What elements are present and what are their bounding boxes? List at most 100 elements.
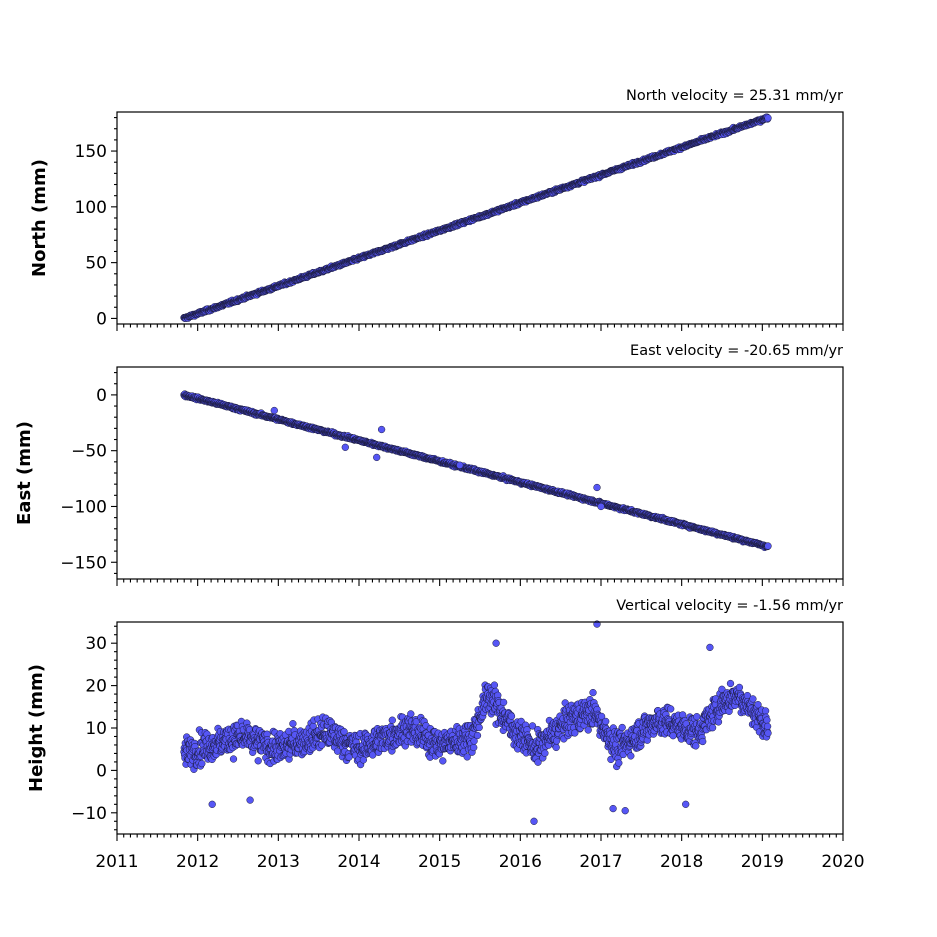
height-data-point bbox=[714, 718, 723, 726]
north-panel: North velocity = 25.31 mm/yr North (mm) … bbox=[29, 88, 844, 331]
east-outlier-point bbox=[593, 483, 601, 492]
height-data-point bbox=[589, 688, 597, 697]
north-data-point bbox=[764, 114, 772, 122]
height-ytick-label: 0 bbox=[96, 761, 107, 781]
north-frame bbox=[116, 111, 844, 325]
height-outlier-point bbox=[492, 639, 500, 647]
height-panel: Vertical velocity = -1.56 mm/yr Height (… bbox=[26, 598, 865, 872]
xtick-label: 2012 bbox=[176, 852, 219, 872]
height-data-point bbox=[470, 743, 478, 752]
north-xticks bbox=[116, 324, 844, 331]
height-xticks bbox=[116, 834, 844, 841]
north-title: North velocity = 25.31 mm/yr bbox=[626, 88, 843, 104]
east-outlier-point bbox=[456, 461, 464, 469]
north-yticks: 0 50 100 150 bbox=[75, 117, 117, 329]
north-ytick-label: 50 bbox=[85, 254, 107, 274]
xtick-label: 2015 bbox=[418, 852, 461, 872]
height-data-point bbox=[289, 720, 297, 728]
east-ytick-label: 0 bbox=[96, 386, 107, 406]
height-points bbox=[180, 620, 772, 825]
height-data-point bbox=[763, 716, 771, 724]
height-data-point bbox=[584, 726, 592, 734]
height-data-point bbox=[693, 713, 701, 721]
xtick-label: 2011 bbox=[95, 852, 138, 872]
north-points bbox=[180, 113, 772, 322]
height-data-point bbox=[473, 731, 482, 740]
height-data-point bbox=[340, 728, 348, 736]
xtick-label: 2014 bbox=[337, 852, 380, 872]
height-xticklabels: 2011 2012 2013 2014 2015 2016 2017 2018 2019 2020 bbox=[95, 852, 864, 872]
height-data-point bbox=[345, 753, 353, 761]
height-data-point bbox=[552, 743, 560, 752]
height-data-point bbox=[692, 742, 700, 750]
height-outlier-point bbox=[208, 800, 216, 808]
xtick-label: 2013 bbox=[257, 852, 300, 872]
height-ytick-label: −10 bbox=[71, 804, 107, 824]
height-data-point bbox=[198, 759, 206, 768]
height-data-point bbox=[618, 723, 626, 732]
height-ytick-label: 20 bbox=[85, 677, 107, 697]
height-data-point bbox=[318, 741, 326, 749]
east-outlier-point bbox=[377, 425, 386, 434]
height-outlier-point bbox=[530, 817, 538, 825]
height-data-point bbox=[749, 695, 757, 703]
height-outlier-point bbox=[706, 643, 714, 652]
east-outlier-point bbox=[270, 406, 278, 415]
height-data-point bbox=[475, 723, 483, 732]
height-data-point bbox=[708, 724, 717, 732]
xtick-label: 2018 bbox=[660, 852, 703, 872]
east-xticks bbox=[116, 579, 844, 586]
height-outlier-point bbox=[609, 804, 617, 813]
height-ylabel: Height (mm) bbox=[26, 664, 47, 792]
height-outlier-point bbox=[621, 807, 629, 815]
height-data-point bbox=[407, 710, 415, 718]
east-data-point bbox=[764, 542, 772, 550]
height-data-point bbox=[388, 716, 396, 724]
height-data-point bbox=[735, 683, 744, 692]
north-ytick-label: 0 bbox=[96, 309, 107, 329]
east-outlier-point bbox=[341, 443, 349, 451]
east-panel: East velocity = -20.65 mm/yr East (mm) −… bbox=[14, 343, 844, 586]
height-yticks: −10 0 10 20 30 bbox=[71, 625, 117, 831]
height-ytick-label: 30 bbox=[85, 634, 107, 654]
north-ytick-label: 100 bbox=[75, 198, 107, 218]
height-ytick-label: 10 bbox=[85, 719, 107, 739]
height-data-point bbox=[602, 717, 610, 726]
height-data-point bbox=[552, 737, 561, 745]
height-data-point bbox=[254, 757, 262, 765]
height-data-point bbox=[763, 722, 772, 731]
east-title: East velocity = -20.65 mm/yr bbox=[630, 343, 843, 359]
height-data-point bbox=[761, 707, 770, 715]
xtick-label: 2017 bbox=[579, 852, 622, 872]
east-points bbox=[180, 390, 772, 552]
height-data-point bbox=[499, 698, 508, 707]
height-data-point bbox=[439, 757, 447, 765]
height-data-point bbox=[764, 729, 772, 737]
height-data-point bbox=[507, 712, 516, 720]
xtick-label: 2019 bbox=[741, 852, 784, 872]
east-ytick-label: −150 bbox=[60, 553, 107, 573]
height-data-point bbox=[490, 681, 499, 689]
height-data-point bbox=[726, 679, 735, 688]
height-title: Vertical velocity = -1.56 mm/yr bbox=[616, 598, 843, 614]
east-yticks: −150 −100 −50 0 bbox=[60, 372, 117, 574]
east-outlier-point bbox=[373, 453, 381, 462]
height-data-point bbox=[229, 755, 238, 763]
height-data-point bbox=[699, 737, 707, 746]
east-ytick-label: −100 bbox=[60, 497, 107, 517]
east-outlier-point bbox=[597, 502, 605, 511]
east-ytick-label: −50 bbox=[71, 442, 107, 462]
height-data-point bbox=[615, 759, 623, 767]
north-ytick-label: 150 bbox=[75, 142, 107, 162]
height-data-point bbox=[667, 705, 675, 713]
height-outlier-point bbox=[246, 796, 254, 804]
xtick-label: 2016 bbox=[499, 852, 542, 872]
height-data-point bbox=[541, 749, 549, 757]
north-ylabel: North (mm) bbox=[29, 159, 50, 277]
height-data-point bbox=[669, 732, 677, 740]
east-ylabel: East (mm) bbox=[14, 421, 35, 525]
height-data-point bbox=[627, 752, 635, 760]
height-outlier-point bbox=[682, 800, 690, 808]
xtick-label: 2020 bbox=[821, 852, 864, 872]
